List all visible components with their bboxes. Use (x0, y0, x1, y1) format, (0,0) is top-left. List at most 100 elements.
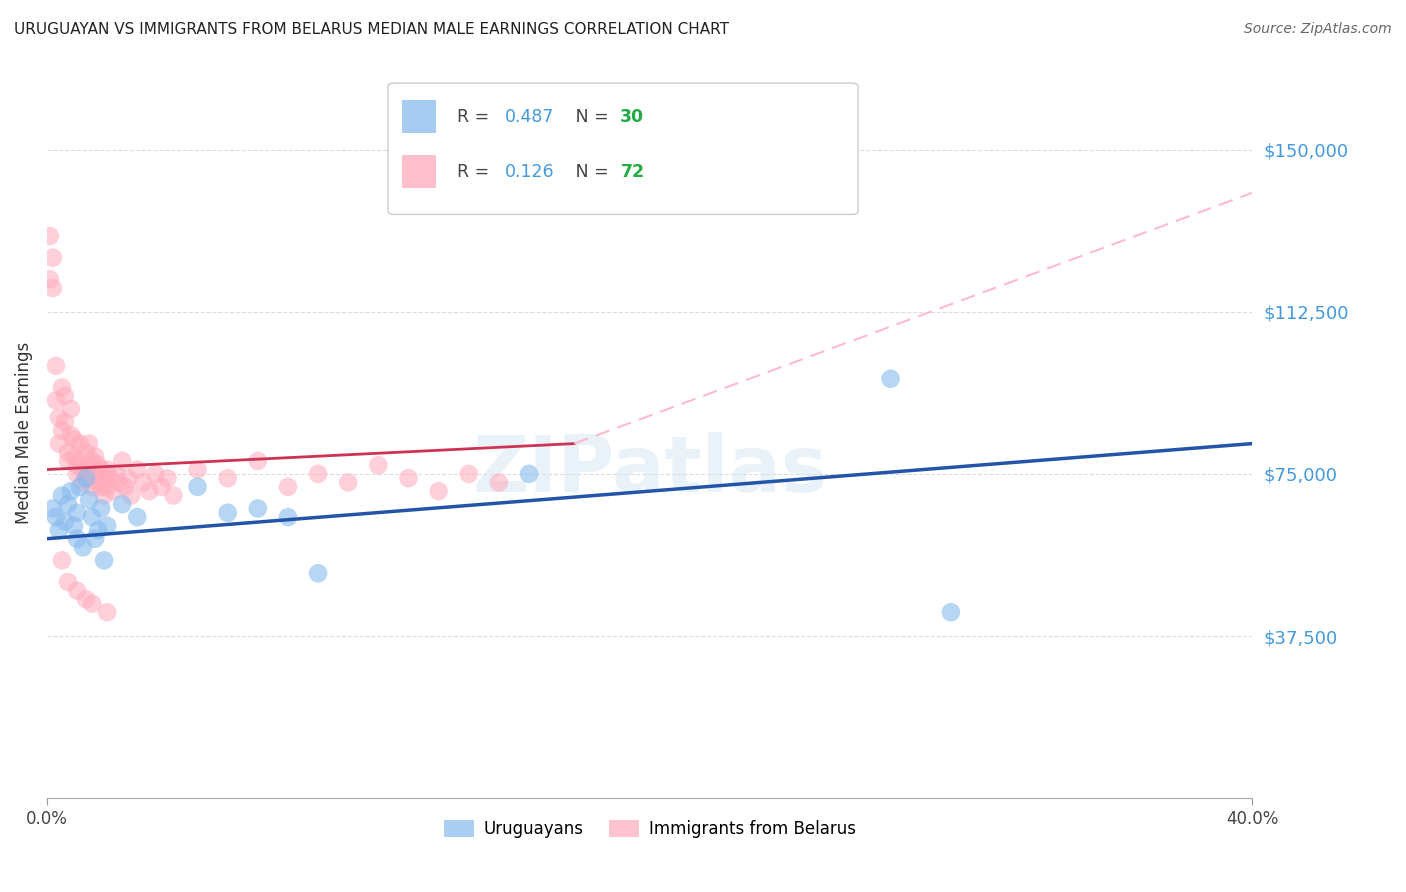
Point (77, 458, 100, 473)
Point (187, 480, 209, 494)
Point (75, 471, 97, 485)
Point (69, 436, 91, 450)
Point (217, 506, 239, 520)
Point (51, 380, 73, 394)
Point (457, 467, 479, 481)
Point (337, 475, 360, 490)
Point (98, 471, 121, 485)
Point (96, 462, 118, 476)
Point (51, 488, 73, 502)
Point (156, 471, 179, 485)
Point (38, 272, 60, 286)
Point (66, 467, 89, 481)
Point (45, 359, 67, 373)
Point (367, 458, 389, 473)
Point (56, 445, 79, 459)
Point (398, 471, 420, 485)
Text: N =: N = (560, 108, 614, 126)
Point (93, 488, 115, 502)
Point (63, 450, 86, 464)
Point (80, 597, 103, 611)
Text: 72: 72 (620, 162, 645, 180)
Point (87, 475, 110, 490)
Point (75, 592, 97, 607)
Point (51, 553, 73, 567)
Point (488, 475, 510, 490)
Point (56, 454, 79, 468)
Point (120, 488, 142, 502)
Point (93, 553, 115, 567)
Point (45, 510, 67, 524)
Point (75, 471, 97, 485)
Point (53, 515, 76, 529)
Point (277, 480, 299, 494)
Point (63, 518, 86, 533)
Point (56, 574, 79, 589)
Point (42, 501, 65, 516)
Point (48, 436, 70, 450)
Point (77, 492, 100, 507)
Point (48, 523, 70, 537)
Bar (402, 155, 436, 188)
Point (114, 480, 136, 494)
Point (42, 251, 65, 265)
Point (277, 510, 299, 524)
Point (307, 566, 329, 581)
Point (138, 484, 160, 499)
Point (217, 471, 239, 485)
Point (72, 462, 94, 476)
Point (51, 424, 73, 438)
Point (84, 450, 107, 464)
Point (66, 506, 89, 520)
Point (59, 402, 82, 417)
Point (427, 484, 450, 499)
Point (132, 475, 155, 490)
Point (96, 605, 118, 619)
Point (187, 462, 209, 476)
Text: R =: R = (457, 108, 501, 126)
Point (150, 480, 173, 494)
Point (48, 410, 70, 425)
Point (111, 497, 134, 511)
Point (90, 501, 112, 516)
Point (63, 432, 86, 446)
Text: 0.487: 0.487 (505, 108, 554, 126)
Point (38, 229, 60, 244)
Point (69, 480, 91, 494)
Point (101, 484, 124, 499)
Point (517, 467, 540, 481)
Point (59, 428, 82, 442)
Point (72, 541, 94, 555)
Point (84, 532, 107, 546)
Point (75, 445, 97, 459)
Point (145, 467, 167, 481)
Point (96, 480, 118, 494)
Point (93, 471, 115, 485)
Point (77, 436, 100, 450)
Point (84, 467, 107, 481)
Point (127, 462, 149, 476)
Point (307, 467, 329, 481)
Point (66, 583, 89, 598)
Text: 30: 30 (620, 108, 644, 126)
Text: N =: N = (560, 162, 614, 180)
Point (90, 480, 112, 494)
Point (59, 484, 82, 499)
Point (53, 415, 76, 429)
Point (246, 501, 269, 516)
Text: URUGUAYAN VS IMMIGRANTS FROM BELARUS MEDIAN MALE EARNINGS CORRELATION CHART: URUGUAYAN VS IMMIGRANTS FROM BELARUS MED… (14, 22, 730, 37)
Legend: Uruguayans, Immigrants from Belarus: Uruguayans, Immigrants from Belarus (437, 813, 862, 845)
Point (246, 454, 269, 468)
Point (66, 458, 89, 473)
Text: Source: ZipAtlas.com: Source: ZipAtlas.com (1244, 22, 1392, 37)
Y-axis label: Median Male Earnings: Median Male Earnings (15, 343, 32, 524)
Point (108, 475, 131, 490)
Point (879, 372, 901, 386)
Point (53, 389, 76, 403)
Point (96, 518, 118, 533)
Point (87, 523, 110, 537)
Point (105, 467, 128, 481)
Bar (402, 101, 436, 133)
Point (117, 471, 139, 485)
Text: ZIPatlas: ZIPatlas (472, 432, 827, 508)
